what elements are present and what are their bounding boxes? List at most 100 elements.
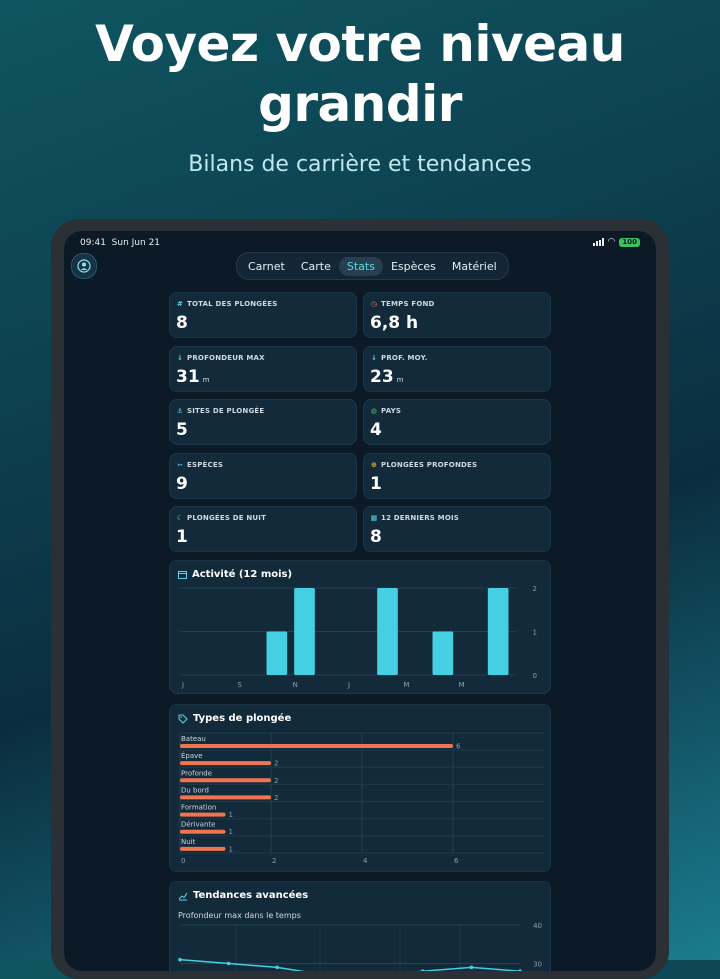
status-date: Sun Jun 21 <box>111 238 161 248</box>
dive-types-title: Types de plongée <box>178 713 291 724</box>
trend-chart-icon <box>178 892 188 900</box>
hero-subtitle: Bilans de carrière et tendances <box>188 152 532 177</box>
types-value-label: 1 <box>229 845 233 853</box>
dive-types-chart: 0 2 4 6 Bateau 6 Épave 2 Profonde 2 Du bord 2 Format… <box>179 732 544 865</box>
stat-card: ↓ PROFONDEUR MAX 31 m <box>169 345 357 392</box>
types-value-label: 1 <box>229 811 233 819</box>
stat-label: ↓ PROF. MOY. <box>370 354 428 362</box>
tab-stats[interactable]: Stats <box>338 256 383 276</box>
calendar-icon: ▦ <box>370 514 378 522</box>
types-x-tick-label: 6 <box>454 857 459 865</box>
stat-unit: m <box>202 375 210 384</box>
stat-card: ➳ ESPÈCES 9 <box>169 452 357 499</box>
clock-icon: ◷ <box>370 300 378 308</box>
activity-y-tick-label: 2 <box>533 585 537 593</box>
stat-label-text: ESPÈCES <box>187 460 224 469</box>
stat-value: 1 <box>370 474 382 494</box>
profile-button[interactable] <box>71 253 97 279</box>
trends-subtitle: Profondeur max dans le temps <box>178 911 301 920</box>
types-bar <box>180 846 226 851</box>
dive-types-title-text: Types de plongée <box>193 713 292 724</box>
stat-label-text: PLONGÉES DE NUIT <box>187 514 267 522</box>
types-value-label: 2 <box>274 794 278 802</box>
types-value-label: 2 <box>274 777 278 785</box>
stat-label-text: SITES DE PLONGÉE <box>187 407 265 415</box>
stat-card: ◷ TEMPS FOND 6,8 h <box>363 292 551 338</box>
stat-label: ⚓ SITES DE PLONGÉE <box>176 407 264 415</box>
stat-label: ☾ PLONGÉES DE NUIT <box>176 514 266 522</box>
trends-point <box>226 961 231 966</box>
tab-carte[interactable]: Carte <box>300 259 331 273</box>
stat-card: ◍ PAYS 4 <box>363 399 551 445</box>
types-category-label: Dérivante <box>181 821 215 829</box>
stat-value: 1 <box>176 527 188 547</box>
trends-y-tick-label: 30 <box>533 961 542 969</box>
stat-card: ▦ 12 DERNIERS MOIS 8 <box>363 506 551 552</box>
moon-icon: ☾ <box>176 514 184 522</box>
stat-label-text: TOTAL DES PLONGÉES <box>187 300 278 308</box>
deep-icon: ⊕ <box>370 460 378 469</box>
stat-label-text: PROF. MOY. <box>381 353 428 362</box>
stat-value: 9 <box>176 474 188 494</box>
anchor-icon: ⚓ <box>176 407 184 415</box>
arrow-down-icon: ↓ <box>176 353 184 362</box>
stat-card: ☾ PLONGÉES DE NUIT 1 <box>169 506 357 552</box>
trends-title-text: Tendances avancées <box>193 890 309 901</box>
stat-value-text: 1 <box>176 527 188 547</box>
tab-especes[interactable]: Espèces <box>390 259 436 273</box>
stat-label-text: TEMPS FOND <box>381 300 435 308</box>
stat-value-text: 4 <box>370 420 382 440</box>
activity-chart: 0 1 2 J S N J M M <box>180 585 537 689</box>
tab-materiel[interactable]: Matériel <box>451 259 497 273</box>
stat-value: 4 <box>370 420 382 440</box>
types-bar <box>180 761 271 766</box>
trends-y-tick-label: 40 <box>533 922 542 930</box>
activity-x-tick-label: M <box>459 681 465 689</box>
stat-value: 8 <box>370 527 382 547</box>
activity-bar <box>294 588 315 675</box>
cellular-signal-icon <box>592 238 604 246</box>
activity-x-tick-label: J <box>181 681 184 689</box>
activity-y-tick-label: 1 <box>533 629 537 637</box>
types-x-tick-label: 2 <box>272 857 276 865</box>
stat-value: 6,8 h <box>370 313 418 333</box>
globe-icon: ◍ <box>370 407 378 415</box>
activity-bar <box>266 631 288 675</box>
types-bar <box>180 812 226 817</box>
hero-title: Voyez votre niveau grandir <box>95 15 625 133</box>
stat-value-text: 8 <box>176 313 188 333</box>
types-category-label: Bateau <box>181 735 206 743</box>
types-value-label: 6 <box>456 743 461 751</box>
stat-value-text: 5 <box>176 420 188 440</box>
trends-chart: 203040 <box>178 922 542 971</box>
activity-bar <box>432 631 454 675</box>
stat-label: ↓ PROFONDEUR MAX <box>176 354 265 362</box>
activity-bar <box>377 588 398 675</box>
types-bar <box>180 829 226 834</box>
types-category-label: Formation <box>181 804 216 812</box>
user-icon <box>77 259 91 273</box>
battery-icon: 100 <box>619 237 640 247</box>
types-bar <box>180 795 271 800</box>
stat-value-text: 9 <box>176 473 188 494</box>
stat-label: ⊕ PLONGÉES PROFONDES <box>370 461 477 469</box>
stat-label: ◍ PAYS <box>370 407 401 415</box>
tab-carnet[interactable]: Carnet <box>248 259 285 273</box>
activity-y-tick-label: 0 <box>533 672 537 680</box>
stat-label: ◷ TEMPS FOND <box>370 300 435 308</box>
status-clock: 09:41 <box>80 238 106 248</box>
activity-title-text: Activité (12 mois) <box>192 569 293 580</box>
stat-label-text: PLONGÉES PROFONDES <box>381 460 478 469</box>
activity-bar <box>487 588 509 675</box>
types-bar <box>180 744 453 748</box>
arrow-down-icon: ↓ <box>370 353 378 362</box>
activity-x-tick-label: N <box>293 681 298 689</box>
status-bar: 09:41 Sun Jun 21 ◠ 100 <box>64 231 656 253</box>
stat-value-text: 8 <box>370 527 382 547</box>
stat-value: 31 m <box>176 367 210 387</box>
activity-card: Activité (12 mois) 0 1 2 J S N J M M <box>169 560 551 694</box>
types-category-label: Du bord <box>181 786 209 794</box>
tab-bar: Carnet Carte Stats Espèces Matériel <box>236 252 509 280</box>
dive-types-card: Types de plongée 0 2 4 6 Bateau 6 Épave 2 Profon… <box>169 704 551 872</box>
stat-card: ⚓ SITES DE PLONGÉE 5 <box>169 399 357 445</box>
